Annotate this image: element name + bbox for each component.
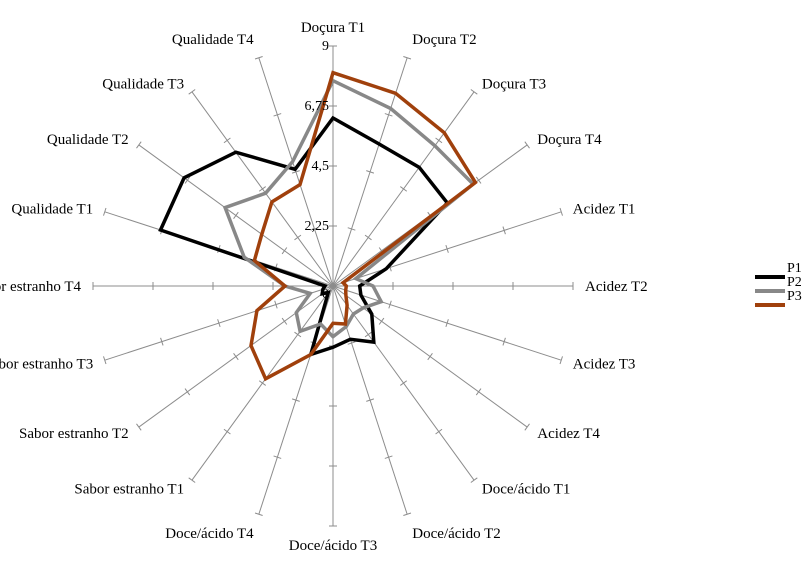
tick-mark bbox=[233, 353, 239, 361]
tick-mark bbox=[435, 428, 443, 435]
tick-mark bbox=[188, 477, 196, 483]
axis-label: Doçura T3 bbox=[482, 77, 546, 93]
tick-label: 6,75 bbox=[305, 99, 330, 114]
tick-mark bbox=[445, 244, 449, 253]
axis-label: Doce/ácido T1 bbox=[482, 481, 570, 497]
tick-mark bbox=[223, 428, 231, 435]
tick-labels: 0 2,25 4,5 6,75 9 bbox=[305, 39, 330, 302]
axis-label: Sabor estranho T4 bbox=[0, 279, 81, 295]
tick-mark bbox=[274, 300, 278, 309]
tick-mark bbox=[233, 211, 239, 219]
tick-mark bbox=[136, 423, 142, 431]
series-line-p1 bbox=[158, 115, 450, 358]
tick-mark bbox=[103, 356, 107, 365]
series-line-p3 bbox=[249, 70, 478, 382]
legend-label: P3 bbox=[787, 289, 802, 304]
tick-label: 0 bbox=[322, 287, 329, 302]
axis-label: Sabor estranho T1 bbox=[74, 481, 184, 497]
axis-label: Doçura T1 bbox=[301, 20, 365, 36]
tick-label: 2,25 bbox=[305, 219, 330, 234]
tick-mark bbox=[559, 207, 563, 216]
tick-mark bbox=[524, 141, 530, 149]
tick-mark bbox=[502, 337, 506, 346]
tick-mark bbox=[470, 477, 478, 483]
tick-mark bbox=[273, 113, 282, 117]
tick-mark bbox=[366, 170, 375, 174]
tick-mark bbox=[435, 137, 443, 144]
tick-mark bbox=[366, 398, 375, 402]
tick-mark bbox=[310, 227, 319, 231]
tick-mark bbox=[347, 227, 356, 231]
tick-mark bbox=[388, 300, 392, 309]
tick-mark bbox=[427, 353, 433, 361]
tick-mark bbox=[364, 331, 372, 338]
tick-mark bbox=[475, 388, 482, 396]
tick-mark bbox=[136, 141, 142, 149]
tick-mark bbox=[184, 176, 191, 184]
tick-mark bbox=[291, 398, 300, 402]
tick-mark bbox=[294, 331, 302, 338]
axis-label: Acidez T2 bbox=[585, 279, 648, 295]
tick-mark bbox=[400, 186, 408, 192]
legend-label: P2 bbox=[787, 275, 802, 290]
tick-mark bbox=[294, 234, 302, 241]
tick-mark bbox=[160, 337, 164, 346]
tick-mark bbox=[281, 247, 288, 255]
axis-label: Acidez T3 bbox=[573, 356, 636, 372]
tick-mark bbox=[223, 137, 231, 144]
tick-mark bbox=[184, 388, 191, 396]
series-lines bbox=[158, 70, 478, 382]
tick-mark bbox=[254, 512, 263, 516]
tick-mark bbox=[364, 234, 372, 241]
tick-mark bbox=[273, 455, 282, 459]
axis-label: Doce/ácido T4 bbox=[165, 526, 254, 542]
axis-label: Sabor estranho T3 bbox=[0, 356, 93, 372]
axis-label: Acidez T1 bbox=[573, 202, 636, 218]
axis-label: Doce/ácido T2 bbox=[412, 526, 500, 542]
axis-label: Doçura T2 bbox=[412, 32, 476, 48]
axis-label: Acidez T4 bbox=[537, 426, 600, 442]
axis-label: Doce/ácido T3 bbox=[289, 538, 377, 554]
tick-mark bbox=[188, 89, 196, 95]
tick-mark bbox=[384, 455, 393, 459]
tick-mark bbox=[258, 380, 266, 386]
tick-label: 9 bbox=[322, 39, 329, 54]
axis-label: Qualidade T3 bbox=[102, 77, 184, 93]
tick-mark bbox=[403, 512, 412, 516]
tick-mark bbox=[502, 226, 506, 235]
tick-mark bbox=[258, 186, 266, 192]
tick-mark bbox=[524, 423, 530, 431]
tick-mark bbox=[445, 319, 449, 328]
axis-label: Qualidade T4 bbox=[172, 32, 254, 48]
tick-mark bbox=[559, 356, 563, 365]
axis-label: Sabor estranho T2 bbox=[19, 426, 129, 442]
tick-mark bbox=[103, 207, 107, 216]
tick-label: 4,5 bbox=[312, 159, 330, 174]
axis-labels: Doçura T1 Doçura T2 Doçura T3 Doçura T4 Acid… bbox=[0, 20, 648, 554]
tick-mark bbox=[475, 176, 482, 184]
tick-mark bbox=[378, 317, 385, 325]
tick-mark bbox=[254, 56, 263, 60]
tick-mark bbox=[217, 319, 221, 328]
tick-mark bbox=[281, 317, 288, 325]
tick-mark bbox=[403, 56, 412, 60]
legend-label: P1 bbox=[787, 261, 802, 276]
tick-mark bbox=[384, 113, 393, 117]
tick-mark bbox=[400, 380, 408, 386]
axis-label: Qualidade T2 bbox=[47, 132, 129, 148]
tick-mark bbox=[470, 89, 478, 95]
tick-mark bbox=[347, 341, 356, 345]
axis-label: Doçura T4 bbox=[537, 132, 602, 148]
axis-label: Qualidade T1 bbox=[11, 202, 93, 218]
tick-mark bbox=[291, 170, 300, 174]
